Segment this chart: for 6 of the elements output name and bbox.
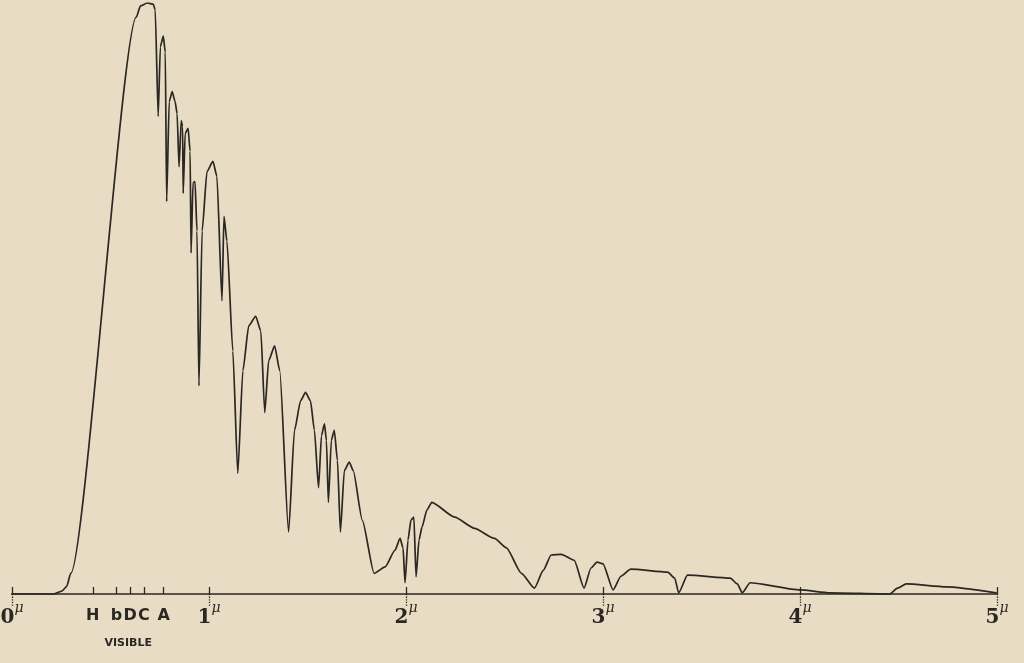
- text: VISIBLE: [104, 635, 152, 649]
- x-tick-label: D: [123, 604, 137, 624]
- x-tick-label: C: [138, 604, 150, 624]
- x-tick-label: b: [110, 604, 123, 624]
- x-tick-label: H: [86, 604, 100, 624]
- x-tick-label: A: [157, 604, 171, 624]
